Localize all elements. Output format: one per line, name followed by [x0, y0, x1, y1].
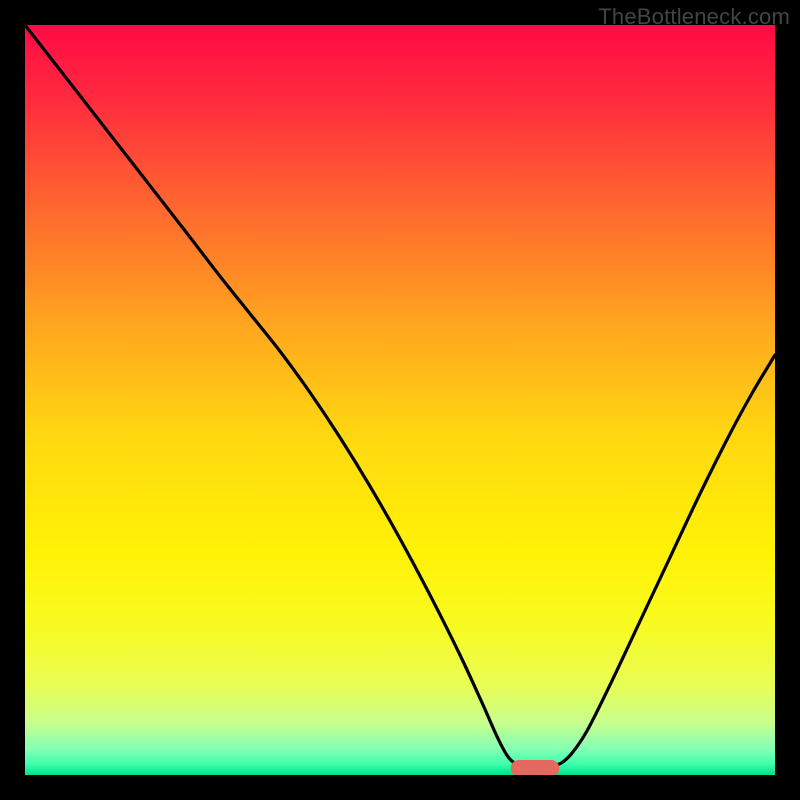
optimal-marker [511, 760, 560, 775]
chart-background-gradient [25, 25, 775, 775]
watermark-text: TheBottleneck.com [598, 4, 790, 30]
bottleneck-line-chart [25, 25, 775, 775]
chart-container [25, 25, 775, 775]
